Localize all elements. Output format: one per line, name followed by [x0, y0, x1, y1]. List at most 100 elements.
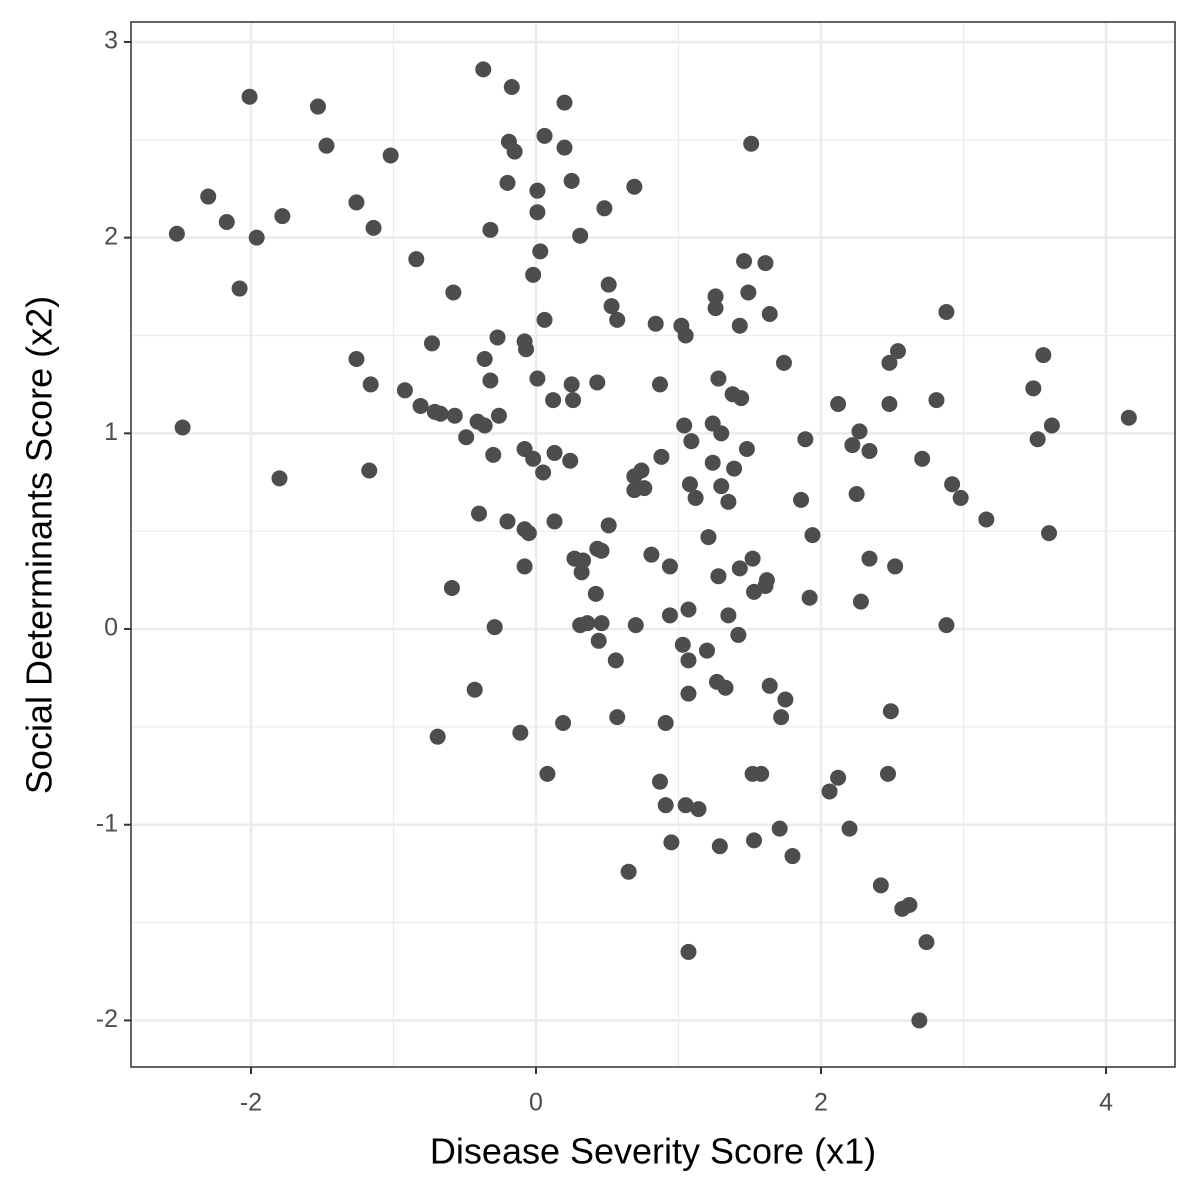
point [620, 863, 637, 880]
point [730, 626, 747, 643]
point [683, 433, 700, 450]
point [647, 315, 664, 332]
point [740, 284, 757, 301]
point [797, 431, 814, 448]
point [525, 450, 542, 467]
point [914, 450, 931, 467]
point [1120, 409, 1137, 426]
point [168, 225, 185, 242]
point [603, 298, 620, 315]
point [520, 525, 537, 542]
point [636, 480, 653, 497]
point [710, 370, 727, 387]
point [717, 679, 734, 696]
point [432, 405, 449, 422]
point [773, 709, 790, 726]
point [804, 527, 821, 544]
point [499, 513, 516, 530]
point [674, 636, 691, 653]
point [512, 724, 529, 741]
point [680, 685, 697, 702]
point [677, 327, 694, 344]
x-tick-label: -2 [240, 1089, 262, 1117]
point [458, 429, 475, 446]
point [633, 462, 650, 479]
point [423, 335, 440, 352]
point [889, 343, 906, 360]
point [653, 448, 670, 465]
y-tick-label: 2 [104, 222, 118, 250]
point [830, 395, 847, 412]
point [476, 417, 493, 434]
point [663, 834, 680, 851]
point [707, 288, 724, 305]
point [911, 1012, 928, 1029]
point [757, 255, 774, 272]
x-axis-title: Disease Severity Score (x1) [430, 1131, 876, 1172]
point [852, 593, 869, 610]
point [882, 703, 899, 720]
point [482, 221, 499, 238]
point [274, 208, 291, 225]
point [700, 529, 717, 546]
point [681, 476, 698, 493]
point [499, 174, 516, 191]
point [777, 691, 794, 708]
point [445, 284, 462, 301]
x-tick-label: 2 [814, 1089, 828, 1117]
point [503, 78, 520, 95]
point [918, 934, 935, 951]
point [851, 423, 868, 440]
point [720, 493, 737, 510]
point [589, 374, 606, 391]
point [609, 311, 626, 328]
point [546, 513, 563, 530]
point [443, 579, 460, 596]
point [348, 350, 365, 367]
point [579, 615, 596, 632]
point [466, 681, 483, 698]
point [174, 419, 191, 436]
point [200, 188, 217, 205]
point [271, 470, 288, 487]
point [872, 877, 889, 894]
point [761, 677, 778, 694]
point [546, 444, 563, 461]
point [490, 407, 507, 424]
point [545, 392, 562, 409]
point [429, 728, 446, 745]
point [536, 311, 553, 328]
point [318, 137, 335, 154]
point [596, 200, 613, 217]
point [704, 454, 721, 471]
point [231, 280, 248, 297]
point [396, 382, 413, 399]
point [944, 476, 961, 493]
point [486, 619, 503, 636]
y-tick-label: 0 [104, 614, 118, 642]
point [482, 372, 499, 389]
point [382, 147, 399, 164]
point [565, 392, 582, 409]
point [218, 213, 235, 230]
point [562, 452, 579, 469]
panel-border [130, 21, 1176, 1068]
point [726, 460, 743, 477]
point [590, 632, 607, 649]
point [699, 642, 716, 659]
point [532, 243, 549, 260]
point [651, 376, 668, 393]
point [556, 139, 573, 156]
point [241, 88, 258, 105]
point [775, 354, 792, 371]
point [587, 585, 604, 602]
point [680, 601, 697, 618]
point [539, 765, 556, 782]
y-tick-label: 1 [104, 418, 118, 446]
point [627, 617, 644, 634]
point [677, 797, 694, 814]
point [529, 204, 546, 221]
point [657, 797, 674, 814]
point [309, 98, 326, 115]
